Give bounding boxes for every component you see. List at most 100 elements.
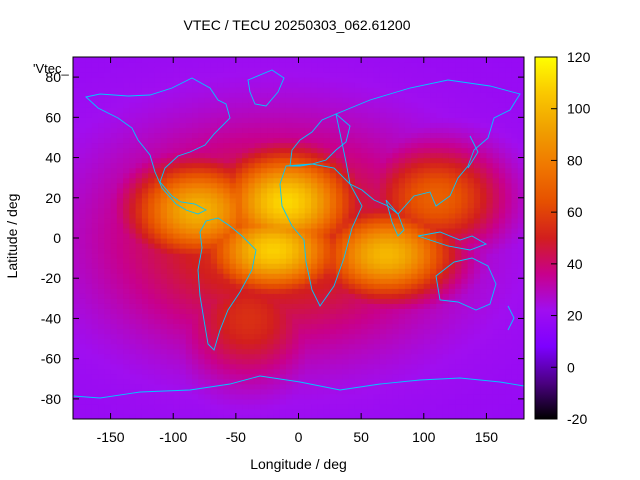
heat-cell: [267, 202, 275, 209]
heat-cell: [98, 318, 105, 325]
heat-cell: [354, 268, 362, 274]
heat-cell: [267, 273, 275, 279]
heat-cell: [442, 137, 450, 144]
heat-cell: [323, 363, 331, 370]
heat-cell: [448, 348, 456, 355]
heat-cell: [135, 323, 143, 330]
heat-cell: [173, 238, 181, 244]
heat-cell: [248, 413, 256, 419]
heat-cell: [279, 137, 287, 144]
heat-cell: [448, 403, 456, 410]
heat-cell: [229, 408, 237, 415]
heat-cell: [404, 147, 412, 154]
heat-cell: [204, 112, 212, 118]
heat-cell: [160, 253, 168, 259]
heat-cell: [248, 197, 256, 204]
heat-cell: [248, 192, 256, 199]
heat-cell: [104, 187, 112, 194]
heat-cell: [123, 363, 130, 370]
heat-cell: [210, 172, 218, 179]
heat-cell: [455, 227, 462, 234]
heat-cell: [123, 162, 130, 169]
heat-cell: [404, 363, 412, 370]
heat-cell: [267, 192, 275, 199]
heat-cell: [498, 207, 506, 214]
heat-cell: [135, 187, 143, 194]
heat-cell: [342, 62, 350, 68]
heat-cell: [404, 217, 412, 224]
heat-cell: [85, 238, 93, 244]
heat-cell: [423, 207, 431, 214]
heat-cell: [379, 62, 387, 68]
heat-cell: [442, 192, 450, 199]
heat-cell: [455, 82, 462, 88]
heat-cell: [492, 303, 500, 309]
heat-cell: [79, 353, 87, 360]
heat-cell: [498, 57, 506, 63]
heat-cell: [411, 232, 419, 239]
heat-cell: [354, 313, 362, 320]
heat-cell: [179, 112, 187, 118]
heat-cell: [317, 122, 325, 128]
heat-cell: [129, 288, 137, 294]
heat-cell: [329, 278, 337, 284]
heat-cell: [210, 253, 218, 259]
heat-cell: [91, 212, 99, 219]
heat-cell: [185, 363, 193, 370]
heat-cell: [442, 67, 450, 73]
heat-cell: [185, 383, 193, 390]
heat-cell: [436, 303, 444, 309]
heat-cell: [430, 403, 437, 410]
heat-cell: [304, 358, 312, 365]
heat-cell: [104, 273, 112, 279]
heat-cell: [486, 217, 494, 224]
heat-cell: [260, 328, 268, 335]
heat-cell: [204, 343, 212, 350]
heat-cell: [367, 243, 375, 249]
heat-cell: [498, 358, 506, 365]
heat-cell: [104, 383, 112, 390]
heat-cell: [73, 388, 80, 395]
heat-cell: [242, 333, 249, 340]
heat-cell: [298, 278, 306, 284]
heat-cell: [260, 283, 268, 289]
heat-cell: [398, 207, 406, 214]
heat-cell: [423, 318, 431, 325]
heat-cell: [160, 373, 168, 380]
heat-cell: [173, 227, 181, 234]
heat-cell: [98, 253, 105, 259]
heat-cell: [498, 383, 506, 390]
heat-cell: [141, 172, 149, 179]
heat-cell: [473, 248, 481, 254]
heat-cell: [392, 187, 400, 194]
heat-cell: [79, 177, 87, 184]
heat-cell: [311, 243, 318, 249]
heat-cell: [166, 238, 174, 244]
heat-cell: [235, 408, 243, 415]
heat-cell: [141, 318, 149, 325]
heat-cell: [273, 378, 281, 385]
heat-cell: [373, 338, 381, 345]
heat-cell: [317, 182, 325, 189]
heat-cell: [129, 368, 137, 375]
heat-cell: [279, 207, 287, 214]
heat-cell: [242, 303, 249, 309]
heat-cell: [154, 162, 162, 169]
heat-cell: [361, 182, 369, 189]
heat-cell: [104, 253, 112, 259]
heat-cell: [436, 82, 444, 88]
heat-cell: [104, 238, 112, 244]
heat-cell: [204, 333, 212, 340]
heat-cell: [260, 253, 268, 259]
heat-cell: [141, 328, 149, 335]
heat-cell: [379, 152, 387, 159]
heat-cell: [229, 293, 237, 299]
heat-cell: [179, 283, 187, 289]
heat-cell: [336, 288, 343, 294]
heat-cell: [304, 363, 312, 370]
heat-cell: [279, 373, 287, 380]
heat-cell: [73, 212, 80, 219]
heat-cell: [116, 212, 124, 219]
heat-cell: [98, 368, 105, 375]
heat-cell: [467, 197, 475, 204]
